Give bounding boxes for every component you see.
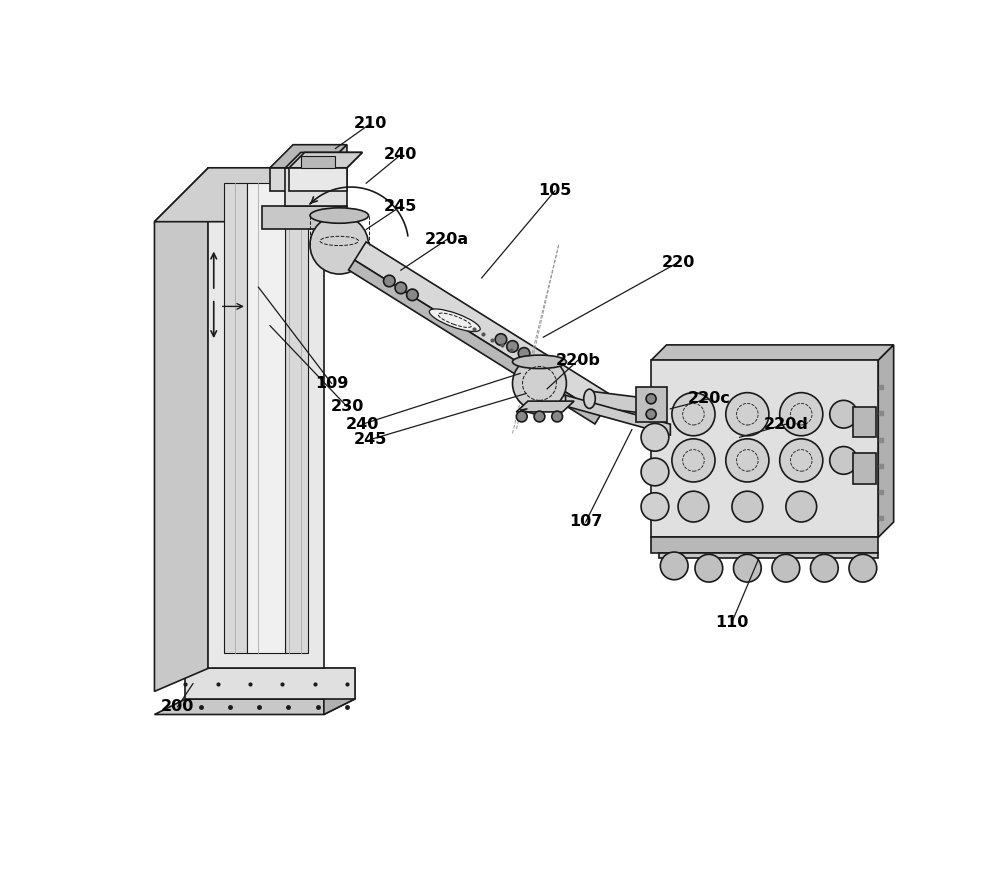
- Polygon shape: [289, 152, 362, 168]
- Circle shape: [407, 289, 418, 301]
- Polygon shape: [285, 152, 362, 168]
- Text: 210: 210: [353, 117, 387, 131]
- Polygon shape: [301, 157, 335, 168]
- Circle shape: [780, 393, 823, 435]
- Polygon shape: [208, 168, 324, 668]
- Circle shape: [516, 412, 527, 422]
- Polygon shape: [659, 553, 878, 558]
- Circle shape: [672, 393, 715, 435]
- Text: 220b: 220b: [556, 353, 600, 368]
- Circle shape: [810, 554, 838, 582]
- Circle shape: [646, 409, 656, 419]
- Polygon shape: [636, 388, 666, 422]
- Circle shape: [495, 334, 507, 345]
- Text: 245: 245: [353, 432, 387, 447]
- Polygon shape: [651, 345, 894, 360]
- Circle shape: [672, 439, 715, 482]
- Polygon shape: [285, 168, 347, 206]
- Ellipse shape: [584, 389, 595, 408]
- Polygon shape: [285, 183, 308, 653]
- Circle shape: [830, 447, 857, 474]
- Polygon shape: [878, 345, 894, 537]
- Text: 230: 230: [330, 399, 364, 414]
- Polygon shape: [853, 453, 876, 483]
- Polygon shape: [289, 168, 347, 191]
- Text: 240: 240: [384, 147, 418, 162]
- Circle shape: [384, 275, 395, 287]
- Text: 105: 105: [538, 183, 572, 198]
- Polygon shape: [270, 145, 347, 168]
- Circle shape: [726, 439, 769, 482]
- Text: 245: 245: [384, 199, 418, 214]
- Circle shape: [641, 423, 669, 451]
- Ellipse shape: [429, 309, 480, 332]
- Circle shape: [772, 554, 800, 582]
- Text: 109: 109: [315, 376, 348, 391]
- Polygon shape: [154, 168, 208, 691]
- Polygon shape: [154, 168, 324, 222]
- Text: 220: 220: [661, 255, 695, 270]
- Polygon shape: [590, 391, 651, 414]
- Circle shape: [310, 216, 369, 274]
- Circle shape: [678, 491, 709, 522]
- Circle shape: [641, 493, 669, 520]
- Polygon shape: [651, 360, 878, 537]
- Circle shape: [552, 412, 563, 422]
- Circle shape: [646, 394, 656, 404]
- Polygon shape: [516, 401, 574, 412]
- Circle shape: [726, 393, 769, 435]
- Circle shape: [518, 348, 530, 359]
- Circle shape: [695, 554, 723, 582]
- Circle shape: [786, 491, 817, 522]
- Text: 107: 107: [569, 514, 602, 529]
- Polygon shape: [224, 183, 247, 653]
- Polygon shape: [247, 183, 285, 653]
- Text: 240: 240: [346, 417, 379, 432]
- Text: 220a: 220a: [425, 232, 469, 247]
- Circle shape: [507, 341, 518, 352]
- Text: 110: 110: [715, 614, 749, 629]
- Polygon shape: [324, 145, 347, 191]
- Polygon shape: [154, 699, 355, 714]
- Text: 200: 200: [161, 699, 194, 714]
- Polygon shape: [559, 394, 670, 435]
- Ellipse shape: [552, 390, 566, 407]
- Text: 220d: 220d: [763, 417, 808, 432]
- Circle shape: [660, 552, 688, 580]
- Polygon shape: [270, 168, 324, 191]
- Circle shape: [780, 439, 823, 482]
- Circle shape: [733, 554, 761, 582]
- Polygon shape: [349, 260, 601, 424]
- Polygon shape: [185, 668, 355, 699]
- Ellipse shape: [512, 355, 566, 368]
- Circle shape: [512, 357, 566, 411]
- Circle shape: [830, 400, 857, 428]
- Circle shape: [534, 412, 545, 422]
- Ellipse shape: [310, 208, 369, 223]
- Polygon shape: [262, 206, 347, 229]
- Polygon shape: [355, 242, 612, 414]
- Circle shape: [641, 458, 669, 486]
- Circle shape: [395, 282, 407, 294]
- Polygon shape: [853, 406, 876, 437]
- Circle shape: [732, 491, 763, 522]
- Text: 220c: 220c: [687, 391, 730, 406]
- Circle shape: [849, 554, 877, 582]
- Polygon shape: [324, 668, 355, 714]
- Polygon shape: [651, 537, 878, 553]
